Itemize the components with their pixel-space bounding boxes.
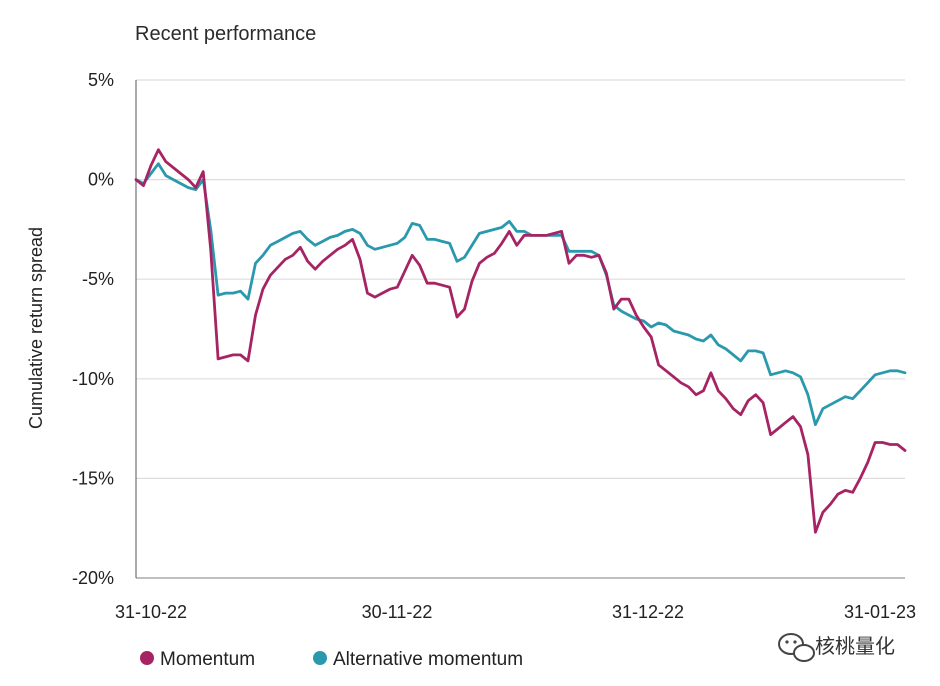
x-tick-label: 31-10-22 <box>115 602 187 622</box>
watermark-text: 核桃量化 <box>815 635 895 658</box>
y-tick-label: 5% <box>88 70 114 90</box>
wechat-icon <box>778 633 815 662</box>
legend-label-momentum: Momentum <box>160 649 255 670</box>
series-line-momentum <box>134 148 907 534</box>
y-tick-labels: 5% 0% -5% -10% -15% -20% <box>72 70 114 588</box>
series-lines <box>134 148 907 534</box>
chart-title: Recent performance <box>135 23 316 45</box>
series-line-alternative-momentum <box>134 162 907 427</box>
x-tick-label: 30-11-22 <box>362 602 433 622</box>
y-tick-label: -10% <box>72 369 114 389</box>
x-tick-label: 31-01-23 <box>844 602 916 622</box>
legend-label-alternative-momentum: Alternative momentum <box>333 649 523 670</box>
y-tick-label: -15% <box>72 468 114 488</box>
x-tick-labels: 31-10-22 30-11-22 31-12-22 31-01-23 <box>115 602 916 622</box>
gridlines <box>136 79 905 579</box>
legend-marker-momentum <box>140 651 154 665</box>
y-axis-label: Cumulative return spread <box>26 227 46 429</box>
x-tick-label: 31-12-22 <box>612 602 684 622</box>
legend-marker-alternative-momentum <box>313 651 327 665</box>
y-tick-label: -20% <box>72 568 114 588</box>
y-tick-label: -5% <box>82 269 114 289</box>
y-tick-label: 0% <box>88 170 114 190</box>
watermark: 核桃量化 <box>778 633 895 662</box>
legend: Momentum Alternative momentum <box>140 649 523 670</box>
